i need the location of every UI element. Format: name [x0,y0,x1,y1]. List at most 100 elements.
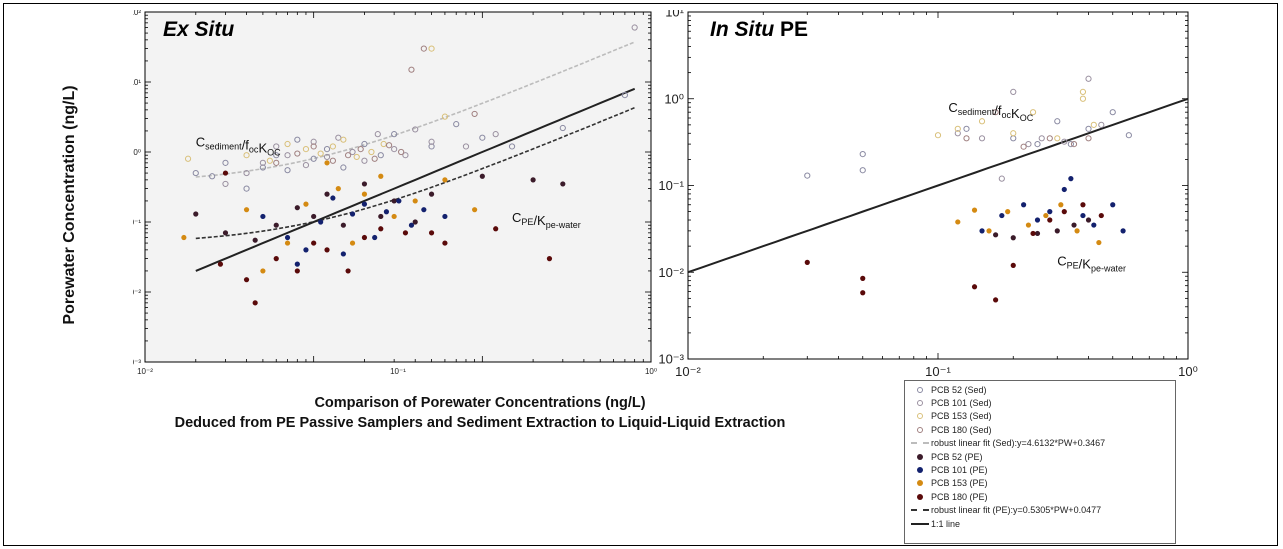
data-point [1043,212,1049,219]
figure-caption: Comparison of Porewater Concentrations (… [60,393,900,433]
legend-label: PCB 101 (PE) [931,465,988,476]
data-point [530,177,536,183]
data-point [428,45,435,52]
data-point [428,143,435,150]
data-point [453,121,460,128]
data-point [302,161,310,169]
marker-icon [909,397,931,409]
data-point [999,212,1005,219]
data-point [1068,176,1074,182]
data-point [442,213,448,220]
legend-label: PCB 180 (Sed) [931,424,992,435]
data-point [193,211,199,217]
data-point [979,228,985,234]
data-point [1080,212,1086,219]
data-point [259,164,266,171]
data-point [340,136,347,143]
data-point [1098,121,1105,128]
x-tick-label: 10⁰ [1178,364,1198,378]
data-point [986,228,992,234]
data-point [1085,125,1092,132]
data-point [243,152,250,159]
data-point [1047,209,1053,215]
data-point [260,268,266,274]
data-point [284,152,291,159]
data-point [441,113,449,120]
legend-item: PCB 101 (Sed) [909,396,1171,409]
data-point [402,230,409,236]
fit-line [688,97,1188,274]
data-point [1038,135,1045,142]
data-point [1021,202,1027,208]
data-point [442,177,448,183]
data-point [323,153,331,161]
data-point [345,268,351,274]
legend-label: 1:1 line [931,518,961,529]
caption-line-2: Deduced from PE Passive Samplers and Sed… [174,415,786,431]
legend-item: robust linear fit (PE):y=0.5305*PW+0.047… [909,504,1171,517]
data-point [492,131,499,138]
marker-icon [909,384,931,396]
data-point [302,146,310,153]
marker-icon [909,464,931,476]
legend-item: PCB 180 (Sed) [909,423,1171,436]
legend-item: PCB 101 (PE) [909,463,1171,476]
data-point [1096,239,1102,246]
marker-icon [909,491,931,503]
data-point [209,173,216,180]
data-point [479,173,485,179]
data-point [1058,202,1064,208]
line-icon [909,437,931,449]
data-point [311,240,317,246]
data-point [184,155,192,162]
data-point [1061,186,1067,193]
data-point [324,191,330,197]
data-point [1034,230,1041,237]
data-point [252,237,258,243]
data-point [273,222,279,228]
data-point [1090,121,1097,128]
data-point [978,118,986,125]
y-axis-label: Porewater Concentration (ng/L) [61,85,78,324]
y-axis-label-text: Porewater Concentration (ng/L) [61,85,78,324]
data-point [361,201,368,207]
data-point [408,66,415,73]
data-point [391,146,398,153]
data-point [303,201,309,207]
data-point [963,135,970,142]
chart-annotation: CPE/Kpe-water [1057,253,1126,273]
data-point [1109,109,1116,116]
data-point [1091,222,1097,228]
data-point [546,256,553,262]
data-point [349,240,356,246]
data-point [428,138,435,145]
data-point [371,155,378,162]
data-point [420,45,427,52]
data-point [259,159,266,166]
y-tick-label: 10⁻² [133,288,141,297]
data-point [1125,132,1132,139]
marker-icon [909,410,931,422]
data-point [324,247,330,253]
data-point [408,222,415,228]
data-point [1005,209,1011,215]
data-point [1030,230,1036,237]
data-point [361,191,368,197]
data-point [222,170,229,176]
data-point [1046,135,1053,142]
data-point [621,91,628,99]
data-point [349,211,356,217]
data-point [859,167,866,174]
y-tick-label: 10¹ [133,78,141,87]
data-point [243,185,250,192]
y-tick-label: 10⁻¹ [133,218,141,227]
data-point [934,132,942,139]
data-point [378,173,384,179]
legend-label: PCB 153 (PE) [931,478,988,489]
legend-item: 1:1 line [909,517,1171,530]
data-point [243,169,250,177]
x-tick-label: 10⁻¹ [390,367,406,376]
line-icon [909,504,931,516]
data-point [804,172,811,179]
data-point [318,219,324,225]
